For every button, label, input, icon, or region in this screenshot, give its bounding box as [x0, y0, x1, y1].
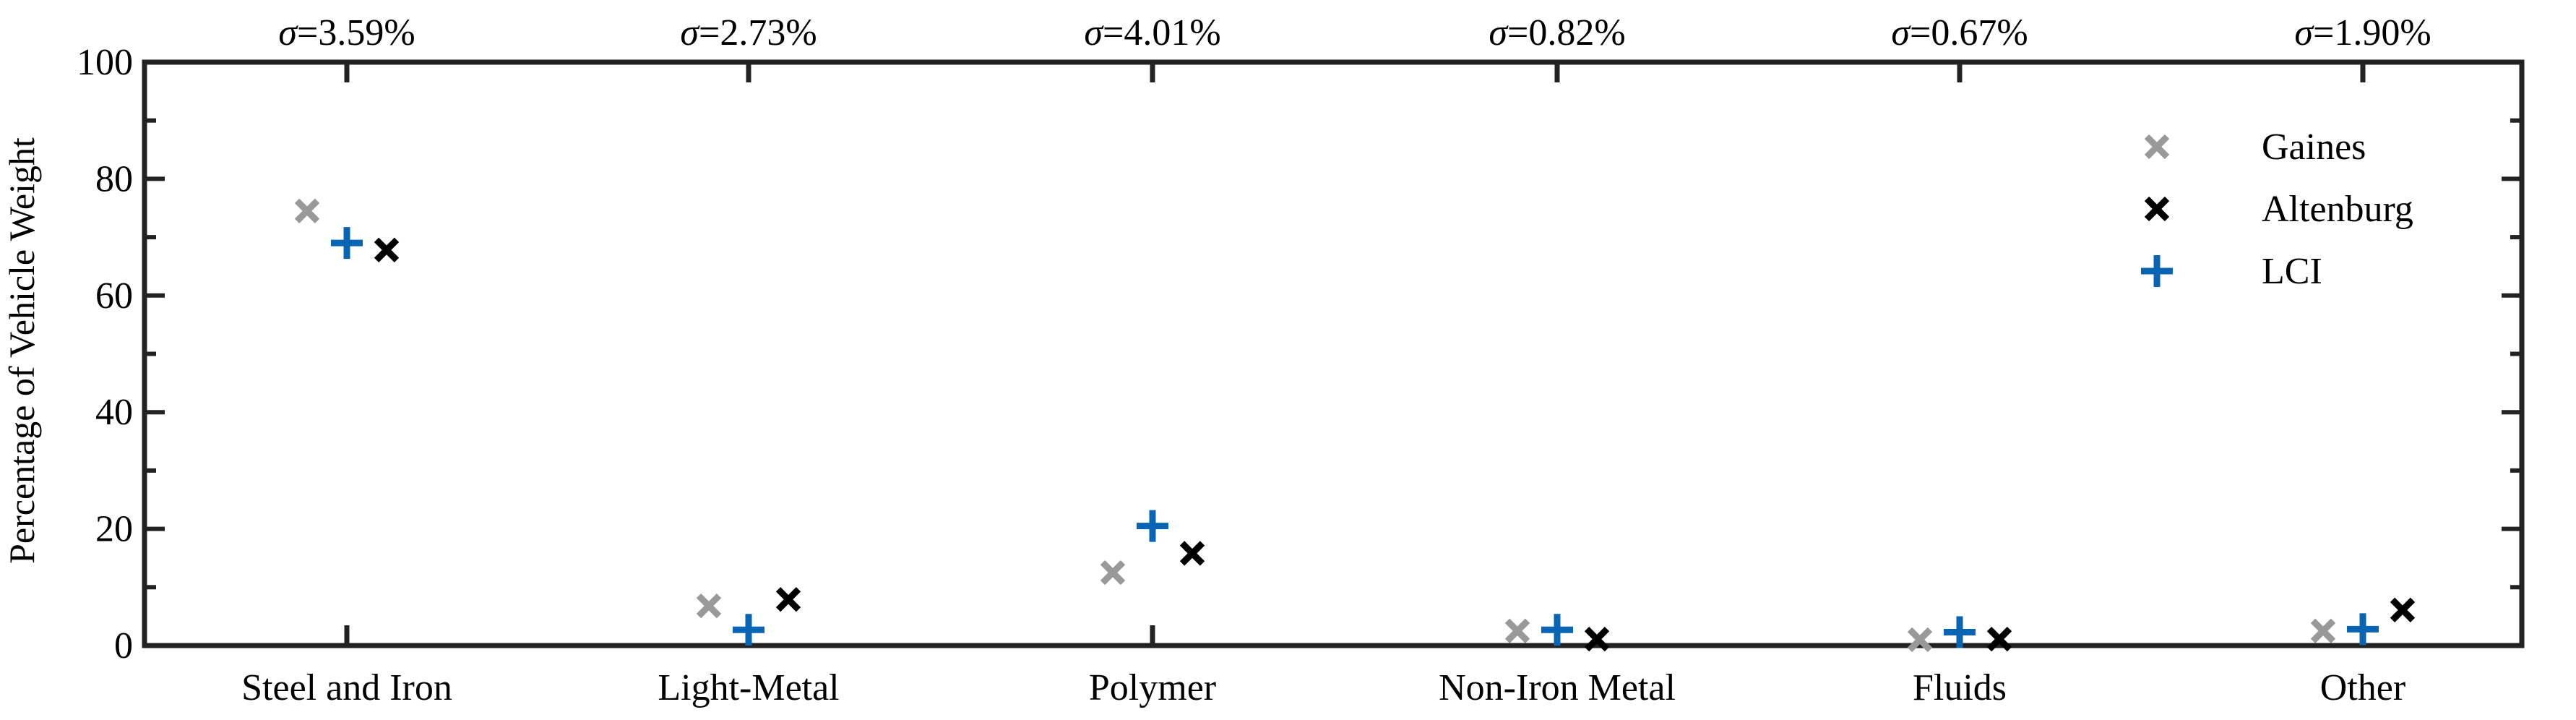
point-lci [1541, 614, 1573, 646]
sigma-label: σ=0.67% [1891, 12, 2028, 53]
y-tick-label: 0 [114, 625, 133, 667]
point-altenburg-stroke [374, 237, 400, 263]
sigma-symbol: σ [1489, 12, 1509, 53]
point-gaines-stroke [2310, 618, 2336, 644]
y-tick-label: 60 [95, 275, 133, 317]
point-lci [733, 614, 764, 646]
sigma-symbol: σ [1891, 12, 1911, 53]
point-altenburg-stroke [1584, 626, 1610, 652]
point-altenburg [1179, 541, 1205, 566]
sigma-symbol: σ [1084, 12, 1104, 53]
point-altenburg [374, 237, 400, 263]
point-altenburg [1584, 626, 1610, 652]
point-altenburg [2390, 597, 2416, 622]
point-lci [1944, 616, 1976, 648]
point-altenburg-stroke [1179, 541, 1205, 566]
x-tick-label: Fluids [1913, 667, 2007, 708]
x-tick-label: Polymer [1089, 667, 1216, 708]
legend-marker-altenburg [2144, 196, 2170, 222]
sigma-value: =4.01% [1103, 12, 1221, 53]
point-gaines [1907, 627, 1933, 653]
sigma-annotations: σ=3.59% σ=2.73% σ=4.01% σ=0.82% σ=0.67% σ=1.9… [278, 12, 2431, 53]
legend-marker-gaines [2144, 134, 2170, 160]
legend: Gaines Altenburg LCI [2141, 127, 2413, 292]
y-axis-title: Percentage of Vehicle Weight [1, 137, 42, 564]
sigma-label: σ=4.01% [1084, 12, 1220, 53]
x-tick-label: Steel and Iron [241, 667, 452, 708]
x-tick-label: Other [2320, 667, 2405, 708]
plot-frame [142, 59, 2525, 648]
point-gaines-stroke [1504, 618, 1530, 644]
y-tick-label: 80 [95, 158, 133, 200]
legend-label: Altenburg [2262, 189, 2413, 230]
sigma-value: =0.82% [1507, 12, 1626, 53]
legend-label: LCI [2262, 251, 2322, 292]
sigma-value: =0.67% [1910, 12, 2028, 53]
point-gaines-stroke [1100, 560, 1126, 586]
point-gaines [294, 198, 320, 223]
point-altenburg-stroke [1986, 626, 2012, 652]
sigma-label: σ=2.73% [680, 12, 817, 53]
point-altenburg [775, 587, 801, 612]
point-lci [331, 227, 363, 260]
x-axis: Steel and Iron Light-Metal Polymer Non-Iron… [241, 62, 2405, 708]
legend-label: Gaines [2262, 127, 2366, 168]
legend-marker-altenburg-stroke [2144, 196, 2170, 222]
sigma-label: σ=1.90% [2294, 12, 2431, 53]
y-tick-label: 20 [95, 509, 133, 550]
data-points [294, 198, 2416, 653]
y-tick-label: 100 [77, 42, 133, 83]
point-lci [2347, 613, 2379, 646]
sigma-value: =1.90% [2313, 12, 2431, 53]
sigma-value: =3.59% [297, 12, 415, 53]
legend-marker-lci [2141, 255, 2173, 287]
y-axis: 0 20 40 60 80 100 [77, 42, 2522, 667]
y-tick-label: 40 [95, 392, 133, 433]
point-gaines-stroke [1907, 627, 1933, 653]
point-lci [1137, 510, 1168, 542]
legend-marker-gaines-stroke [2144, 134, 2170, 160]
sigma-symbol: σ [278, 12, 298, 53]
point-gaines [1100, 560, 1126, 586]
point-gaines [1504, 618, 1530, 644]
point-altenburg-stroke [775, 587, 801, 612]
point-altenburg-stroke [2390, 597, 2416, 622]
plot-area [142, 59, 2525, 648]
point-gaines-stroke [696, 593, 722, 619]
sigma-label: σ=3.59% [278, 12, 415, 53]
sigma-symbol: σ [2294, 12, 2314, 53]
x-tick-label: Non-Iron Metal [1439, 667, 1676, 708]
sigma-symbol: σ [680, 12, 700, 53]
point-gaines-stroke [294, 198, 320, 223]
x-tick-label: Light-Metal [658, 667, 839, 708]
sigma-value: =2.73% [699, 12, 817, 53]
point-altenburg [1986, 626, 2012, 652]
point-gaines [696, 593, 722, 619]
point-gaines [2310, 618, 2336, 644]
sigma-label: σ=0.82% [1489, 12, 1625, 53]
